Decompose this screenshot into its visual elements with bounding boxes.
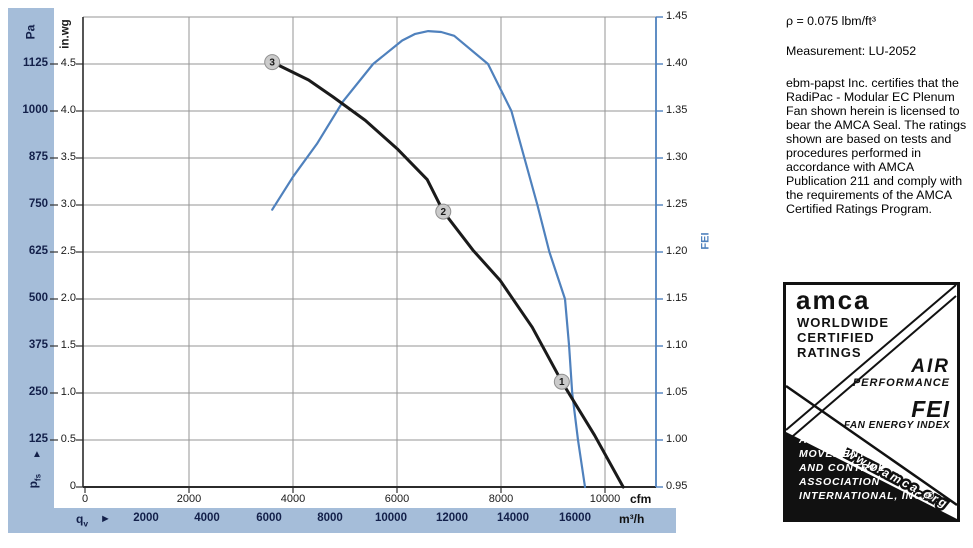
seal-certified: CERTIFIED: [797, 330, 875, 345]
flow-direction-arrow-icon: ►: [100, 513, 111, 525]
inwg-tick-label: 1.5: [60, 339, 76, 351]
seal-black-triangle: [786, 432, 957, 519]
air-density-note: ρ = 0.075 lbm/ft³: [786, 14, 877, 28]
seal-fei: FEI: [911, 396, 950, 422]
fei-tick-label: 1.45: [666, 10, 688, 22]
seal-diagonal-stripe-lower: [785, 295, 957, 443]
certification-statement: ebm-papst Inc. certifies that the RadiPa…: [786, 76, 967, 216]
pa-tick-label: 500: [28, 292, 48, 304]
fei-tick-label: 1.20: [666, 245, 688, 257]
amca-seal-graphic: www.amca.org: [783, 282, 960, 522]
cfm-unit-label: cfm: [630, 492, 652, 506]
flow-symbol: qv: [76, 512, 89, 529]
m3h-axis-band: [8, 508, 676, 533]
pa-tick-label: 750: [28, 198, 48, 210]
fei-tick-label: 1.35: [666, 104, 688, 116]
cfm-tick-label: 2000: [176, 493, 202, 505]
fei-tick-label: 1.15: [666, 292, 688, 304]
inwg-tick-label: 1.0: [60, 386, 76, 398]
m3h-tick-label: 12000: [436, 512, 468, 524]
pa-tick-label: 1125: [23, 57, 48, 69]
cfm-tick-label: 8000: [488, 493, 514, 505]
seal-worldwide: WORLDWIDE: [797, 315, 890, 330]
amca-certified-ratings-seal: www.amca.org amca WORLDWIDE CERTIFIED RA…: [783, 282, 960, 522]
operating-point-3: 3: [264, 54, 281, 71]
m3h-tick-label: 2000: [133, 512, 159, 524]
operating-point-markers: 1 2 3: [264, 54, 570, 390]
inwg-tick-label: 0: [69, 480, 76, 492]
seal-association-text: AIR MOVEMENT AND CONTROL ASSOCIATION INT…: [799, 434, 935, 502]
inwg-tick-label: 4.5: [60, 57, 76, 69]
cfm-tick-label: 6000: [384, 493, 410, 505]
m3h-tick-label: 4000: [194, 512, 220, 524]
fei-tick-label: 1.30: [666, 151, 688, 163]
seal-fan-energy-index: FAN ENERGY INDEX: [843, 420, 950, 431]
pa-tick-label: 625: [28, 245, 48, 257]
inwg-tick-label: 4.0: [60, 104, 76, 116]
amca-logo: amca: [796, 285, 871, 315]
cfm-tick-label: 4000: [280, 493, 306, 505]
seal-air: AIR: [911, 356, 950, 377]
m3h-unit-label: m³/h: [619, 512, 645, 526]
axis-direction-arrow-icon: ▲: [32, 449, 42, 460]
seal-diagonal-line: [785, 384, 958, 507]
fei-tick-label: 1.25: [666, 198, 688, 210]
pa-tick-label: 875: [28, 151, 48, 163]
fei-tick-label: 1.40: [666, 57, 688, 69]
inwg-tick-label: 2.5: [60, 245, 76, 257]
inwg-tick-label: 0.5: [60, 433, 76, 445]
inwg-tick-label: 3.5: [60, 151, 76, 163]
operating-point-1: 1: [553, 373, 570, 390]
inwg-tick-label: 2.0: [60, 292, 76, 304]
fan-curve-plot: 1 2 3: [50, 16, 663, 493]
axis-tick-labels: 1125 1000 875 750 625 500 375 250 125 4.5 4.0 3.5 3.…: [22, 10, 688, 524]
svg-text:3: 3: [269, 58, 275, 69]
pa-tick-label: 250: [28, 386, 48, 398]
fei-tick-label: 1.10: [666, 339, 688, 351]
pa-tick-label: 125: [28, 433, 48, 445]
seal-performance: PERFORMANCE: [852, 377, 950, 389]
svg-text:2: 2: [440, 207, 446, 218]
fei-tick-label: 0.95: [666, 480, 688, 492]
pa-tick-label: 1000: [22, 104, 48, 116]
fei-tick-label: 1.00: [666, 433, 688, 445]
svg-text:1: 1: [559, 377, 565, 388]
m3h-tick-label: 6000: [256, 512, 282, 524]
gridlines: [83, 16, 656, 487]
axis-lines: [82, 17, 657, 488]
cfm-tick-label: 0: [81, 493, 89, 505]
fei-curve: [271, 30, 587, 489]
pa-tick-label: 375: [28, 339, 48, 351]
operating-point-2: 2: [435, 203, 452, 220]
pa-axis-band: [8, 8, 54, 533]
m3h-tick-label: 14000: [497, 512, 529, 524]
m3h-tick-label: 10000: [375, 512, 407, 524]
seal-ratings: RATINGS: [797, 345, 862, 360]
fei-tick-label: 1.05: [666, 386, 688, 398]
inwg-tick-label: 3.0: [60, 198, 76, 210]
m3h-tick-label: 16000: [559, 512, 591, 524]
cfm-tick-label: 10000: [589, 493, 621, 505]
measurement-note: Measurement: LU-2052: [786, 44, 917, 58]
m3h-tick-label: 8000: [317, 512, 343, 524]
